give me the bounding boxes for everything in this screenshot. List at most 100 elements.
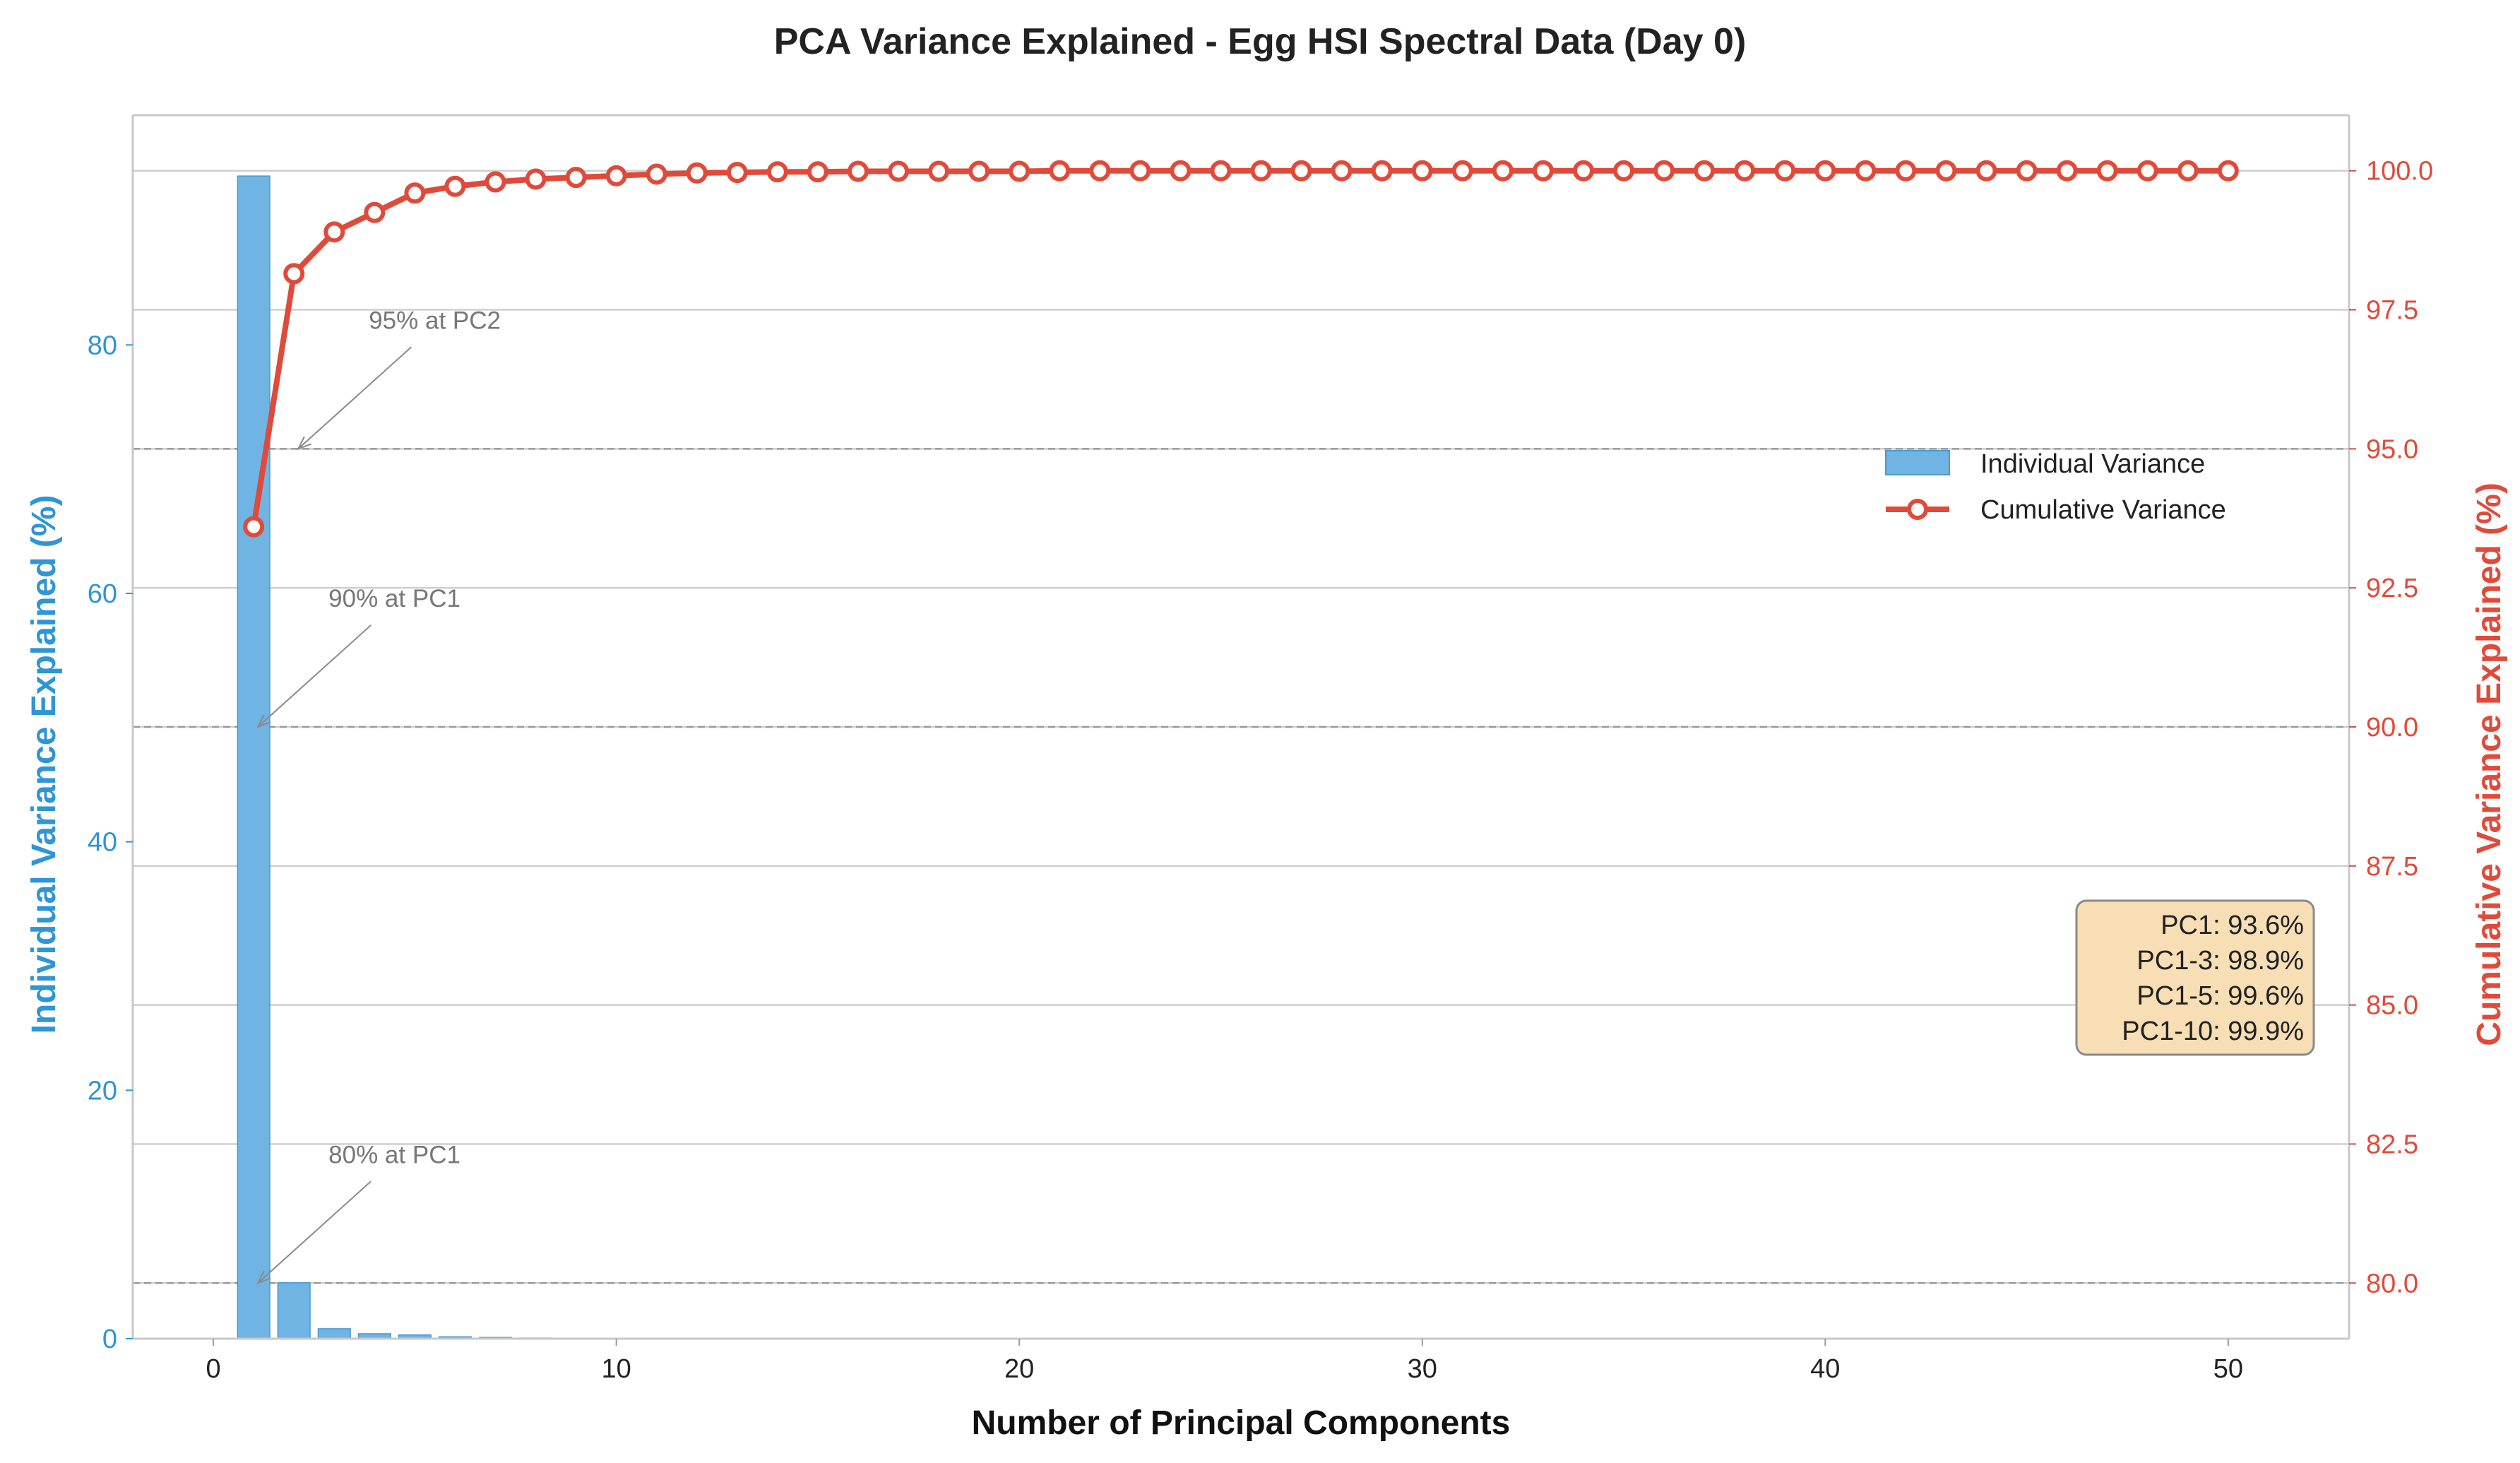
x-tick-label-2: 20 bbox=[1004, 1354, 1034, 1384]
cumulative-point-pc47 bbox=[2096, 160, 2118, 182]
y-axis-left-label: Individual Variance Explained (%) bbox=[25, 495, 63, 1034]
cumulative-point-pc8 bbox=[525, 168, 547, 190]
y-right-tick-label-0: 80.0 bbox=[2366, 1269, 2418, 1298]
cumulative-point-pc15 bbox=[807, 161, 828, 183]
cumulative-point-pc6 bbox=[444, 175, 466, 197]
cumulative-point-pc39 bbox=[1774, 160, 1796, 182]
y-right-tick-label-7: 97.5 bbox=[2366, 296, 2418, 326]
annotation-arrowhead-2 bbox=[256, 1270, 271, 1285]
cumulative-point-pc7 bbox=[485, 171, 506, 193]
cumulative-point-pc10 bbox=[605, 165, 627, 186]
cumulative-point-pc3 bbox=[323, 221, 345, 243]
x-tick-label-4: 40 bbox=[1810, 1354, 1840, 1384]
bar-pc2 bbox=[277, 1282, 311, 1339]
cumulative-point-pc34 bbox=[1572, 160, 1594, 182]
cumulative-point-pc17 bbox=[888, 160, 910, 182]
threshold-lines bbox=[133, 448, 2349, 1284]
y-left-tick-label-0: 0 bbox=[102, 1325, 117, 1354]
bar-pc1 bbox=[237, 175, 271, 1339]
cumulative-point-pc2 bbox=[283, 263, 305, 285]
y-right-tick-label-5: 92.5 bbox=[2366, 574, 2418, 603]
chart-title: PCA Variance Explained - Egg HSI Spectra… bbox=[774, 21, 1747, 62]
y-right-tick-label-1: 82.5 bbox=[2366, 1130, 2418, 1159]
cumulative-point-pc18 bbox=[928, 160, 950, 182]
cumulative-point-pc41 bbox=[1855, 160, 1877, 182]
cumulative-point-pc31 bbox=[1451, 160, 1473, 182]
annotation-arrow-2 bbox=[257, 1180, 372, 1284]
cumulative-point-pc16 bbox=[847, 160, 869, 182]
annotation-arrowhead-1 bbox=[256, 714, 271, 728]
x-tick-label-1: 10 bbox=[602, 1354, 631, 1384]
y-axis-right-label: Cumulative Variance Explained (%) bbox=[2471, 482, 2508, 1046]
cumulative-point-pc12 bbox=[686, 162, 708, 184]
y-right-tick-label-6: 95.0 bbox=[2366, 434, 2418, 464]
y-left-tick-label-4: 80 bbox=[88, 331, 117, 360]
annotation-arrow-0 bbox=[297, 346, 412, 450]
cumulative-point-pc24 bbox=[1170, 160, 1191, 182]
line-series bbox=[243, 160, 2239, 538]
cumulative-point-pc40 bbox=[1814, 160, 1836, 182]
cumulative-point-pc13 bbox=[726, 162, 748, 184]
cumulative-point-pc26 bbox=[1250, 160, 1272, 182]
legend-marker-cumulative bbox=[1907, 499, 1928, 520]
axes: 0 10 20 30 40 50 0 20 40 60 80 80.0 82.5 85.0 87.5 90.0… bbox=[88, 114, 2433, 1384]
cumulative-point-pc22 bbox=[1089, 160, 1111, 182]
cumulative-point-pc33 bbox=[1532, 160, 1554, 182]
legend-swatch-individual bbox=[1885, 450, 1950, 475]
x-tick-label-0: 0 bbox=[206, 1354, 221, 1384]
cumulative-point-pc46 bbox=[2056, 160, 2078, 182]
annotation-arrowhead-0 bbox=[297, 436, 311, 451]
stats-box-background bbox=[2075, 899, 2315, 1056]
cumulative-point-pc42 bbox=[1895, 160, 1917, 182]
cumulative-point-pc20 bbox=[1009, 160, 1030, 182]
cumulative-point-pc19 bbox=[968, 160, 990, 182]
cumulative-point-pc30 bbox=[1411, 160, 1433, 182]
stats-line-pc1-3: PC1-3: 98.9% bbox=[2136, 946, 2304, 976]
y-right-tick-label-8: 100.0 bbox=[2366, 157, 2433, 186]
y-right-tick-label-3: 87.5 bbox=[2366, 852, 2418, 882]
bar-pc3 bbox=[317, 1328, 351, 1339]
cumulative-point-pc45 bbox=[2016, 160, 2038, 182]
cumulative-point-pc49 bbox=[2177, 160, 2199, 182]
cumulative-point-pc9 bbox=[565, 167, 587, 189]
cumulative-point-pc25 bbox=[1210, 160, 1232, 182]
x-tick-label-5: 50 bbox=[2213, 1354, 2243, 1384]
stats-box: PC1: 93.6% PC1-3: 98.9% PC1-5: 99.6% PC1… bbox=[2075, 899, 2315, 1056]
cumulative-point-pc14 bbox=[766, 161, 788, 183]
annotation-label-1: 90% at PC1 bbox=[328, 585, 460, 612]
cumulative-point-pc29 bbox=[1371, 160, 1393, 182]
bar-series bbox=[237, 175, 634, 1339]
y-left-tick-label-1: 20 bbox=[88, 1076, 117, 1106]
cumulative-point-pc28 bbox=[1331, 160, 1353, 182]
stats-line-pc1-10: PC1-10: 99.9% bbox=[2122, 1017, 2304, 1046]
cumulative-point-pc43 bbox=[1935, 160, 1957, 182]
cumulative-point-pc48 bbox=[2136, 160, 2158, 182]
cumulative-point-pc5 bbox=[404, 182, 426, 204]
cumulative-point-pc44 bbox=[1975, 160, 1997, 182]
cumulative-point-pc38 bbox=[1734, 160, 1756, 182]
legend-label-cumulative: Cumulative Variance bbox=[1980, 495, 2226, 525]
cumulative-point-pc21 bbox=[1049, 160, 1071, 182]
annotation-arrow-1 bbox=[257, 624, 372, 728]
cumulative-point-pc50 bbox=[2217, 160, 2239, 182]
x-tick-label-3: 30 bbox=[1408, 1354, 1437, 1384]
y-right-tick-label-2: 85.0 bbox=[2366, 991, 2418, 1021]
legend-label-individual: Individual Variance bbox=[1980, 449, 2205, 479]
x-axis-label: Number of Principal Components bbox=[972, 1404, 1511, 1442]
cumulative-point-pc36 bbox=[1653, 160, 1675, 182]
legend: Individual Variance Cumulative Variance bbox=[1885, 449, 2226, 525]
stats-line-pc1: PC1: 93.6% bbox=[2161, 911, 2304, 940]
cumulative-point-pc1 bbox=[243, 516, 265, 538]
cumulative-point-pc23 bbox=[1129, 160, 1151, 182]
cumulative-point-pc27 bbox=[1290, 160, 1312, 182]
cumulative-point-pc37 bbox=[1694, 160, 1716, 182]
y-right-tick-label-4: 90.0 bbox=[2366, 713, 2418, 742]
threshold-annotations: 95% at PC2 90% at PC1 80% at PC1 bbox=[256, 307, 501, 1285]
cumulative-point-pc11 bbox=[646, 163, 667, 185]
y-left-tick-label-2: 40 bbox=[88, 828, 117, 858]
annotation-label-0: 95% at PC2 bbox=[369, 307, 501, 334]
y-left-tick-label-3: 60 bbox=[88, 579, 117, 609]
cumulative-point-pc4 bbox=[364, 201, 386, 223]
